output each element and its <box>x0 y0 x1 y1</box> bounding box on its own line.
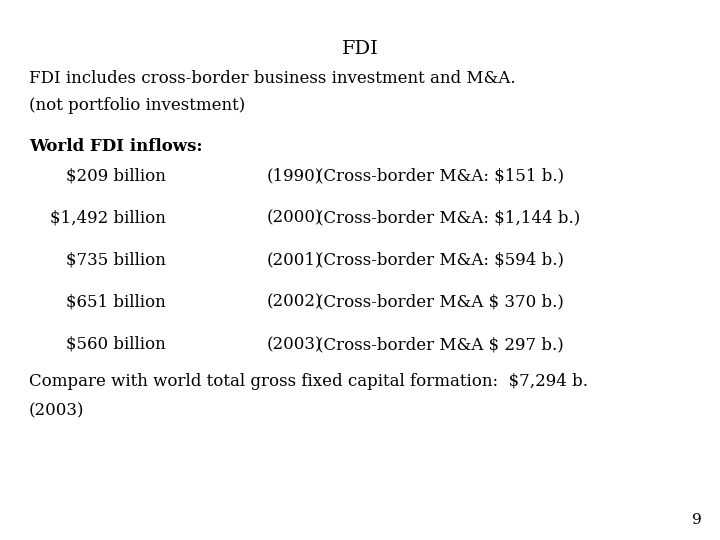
Text: Compare with world total gross fixed capital formation:  $7,294 b.: Compare with world total gross fixed cap… <box>29 373 588 389</box>
Text: (Cross-border M&A $ 297 b.): (Cross-border M&A $ 297 b.) <box>317 336 564 353</box>
Text: (not portfolio investment): (not portfolio investment) <box>29 97 245 114</box>
Text: FDI includes cross-border business investment and M&A.: FDI includes cross-border business inves… <box>29 70 516 87</box>
Text: $1,492 billion: $1,492 billion <box>50 210 166 226</box>
Text: World FDI inflows:: World FDI inflows: <box>29 138 202 154</box>
Text: (Cross-border M&A: $151 b.): (Cross-border M&A: $151 b.) <box>317 167 564 184</box>
Text: FDI: FDI <box>341 40 379 58</box>
Text: (1990): (1990) <box>266 167 322 184</box>
Text: $735 billion: $735 billion <box>66 252 166 268</box>
Text: (2003): (2003) <box>266 336 322 353</box>
Text: (Cross-border M&A: $594 b.): (Cross-border M&A: $594 b.) <box>317 252 564 268</box>
Text: (2001): (2001) <box>266 252 322 268</box>
Text: $651 billion: $651 billion <box>66 294 166 310</box>
Text: (Cross-border M&A: $1,144 b.): (Cross-border M&A: $1,144 b.) <box>317 210 580 226</box>
Text: $209 billion: $209 billion <box>66 167 166 184</box>
Text: 9: 9 <box>692 512 702 526</box>
Text: (Cross-border M&A $ 370 b.): (Cross-border M&A $ 370 b.) <box>317 294 564 310</box>
Text: (2000): (2000) <box>266 210 322 226</box>
Text: $560 billion: $560 billion <box>66 336 166 353</box>
Text: (2002): (2002) <box>266 294 322 310</box>
Text: (2003): (2003) <box>29 402 84 419</box>
